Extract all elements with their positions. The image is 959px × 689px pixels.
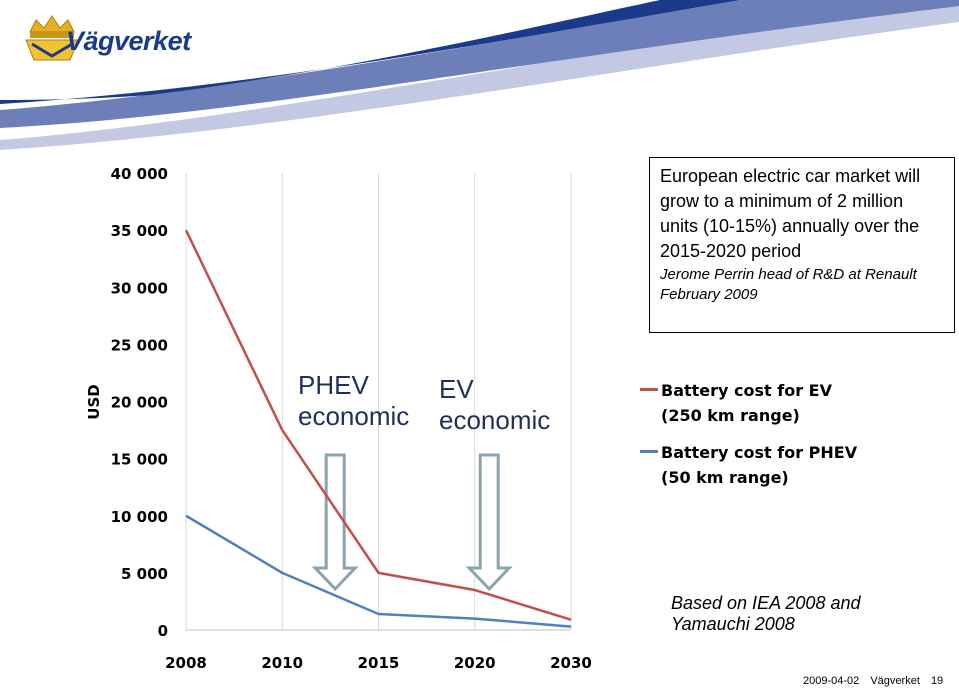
y-tick-label: 15 000 — [111, 451, 168, 469]
legend-swatch-phev — [640, 450, 658, 453]
y-tick-label: 0 — [158, 622, 168, 640]
phev-economic-arrow-icon — [311, 453, 359, 592]
header-band-dark — [0, 0, 740, 104]
y-tick-label: 40 000 — [111, 165, 168, 183]
ev-economic-arrow-icon — [465, 453, 513, 592]
crown-emblem-icon — [25, 15, 79, 61]
vagverket-logo — [22, 14, 222, 64]
x-tick-label: 2010 — [261, 654, 303, 672]
x-tick-label: 2008 — [165, 654, 207, 672]
x-tick-label: 2030 — [550, 654, 592, 672]
source-footnote: Based on IEA 2008 and Yamauchi 2008 — [671, 593, 861, 634]
chart-grid — [185, 173, 572, 630]
chart-labels: 0 5 000 10 000 15 000 20 000 25 000 30 000 35 0… — [85, 165, 592, 672]
ev-cost-line — [184, 229, 572, 621]
legend-label-ev: Battery cost for EV (250 km range) — [661, 381, 832, 425]
economic-arrows — [311, 453, 513, 592]
chart-series — [184, 229, 572, 628]
y-tick-label: 5 000 — [121, 565, 168, 583]
slide-footer: 2009-04-02 Vägverket 19 — [803, 675, 943, 687]
quote-box: European electric car market will grow t… — [649, 157, 955, 333]
legend-label-phev: Battery cost for PHEV (50 km range) — [661, 443, 858, 487]
y-tick-label: 30 000 — [111, 279, 168, 297]
ev-economic-label: EV economic — [439, 374, 551, 435]
footer-org: Vägverket — [870, 675, 920, 687]
y-tick-label: 35 000 — [111, 222, 168, 240]
phev-cost-line — [185, 514, 572, 628]
legend-swatch-ev — [640, 388, 658, 391]
y-tick-label: 25 000 — [111, 336, 168, 354]
x-tick-label: 2020 — [454, 654, 496, 672]
y-tick-label: 20 000 — [111, 394, 168, 412]
y-axis-label: USD — [85, 384, 103, 419]
phev-economic-label: PHEV economic — [298, 370, 410, 431]
quote-source: Jerome Perrin head of R&D at Renault Feb… — [660, 266, 917, 303]
footer-date: 2009-04-02 — [803, 675, 860, 687]
header-band-mid — [0, 0, 959, 128]
quote-text: European electric car market will grow t… — [660, 166, 921, 261]
y-tick-label: 10 000 — [111, 508, 168, 526]
x-tick-label: 2015 — [358, 654, 400, 672]
logo-wordmark: Vägverket — [66, 26, 191, 56]
page-number: 19 — [930, 675, 944, 687]
